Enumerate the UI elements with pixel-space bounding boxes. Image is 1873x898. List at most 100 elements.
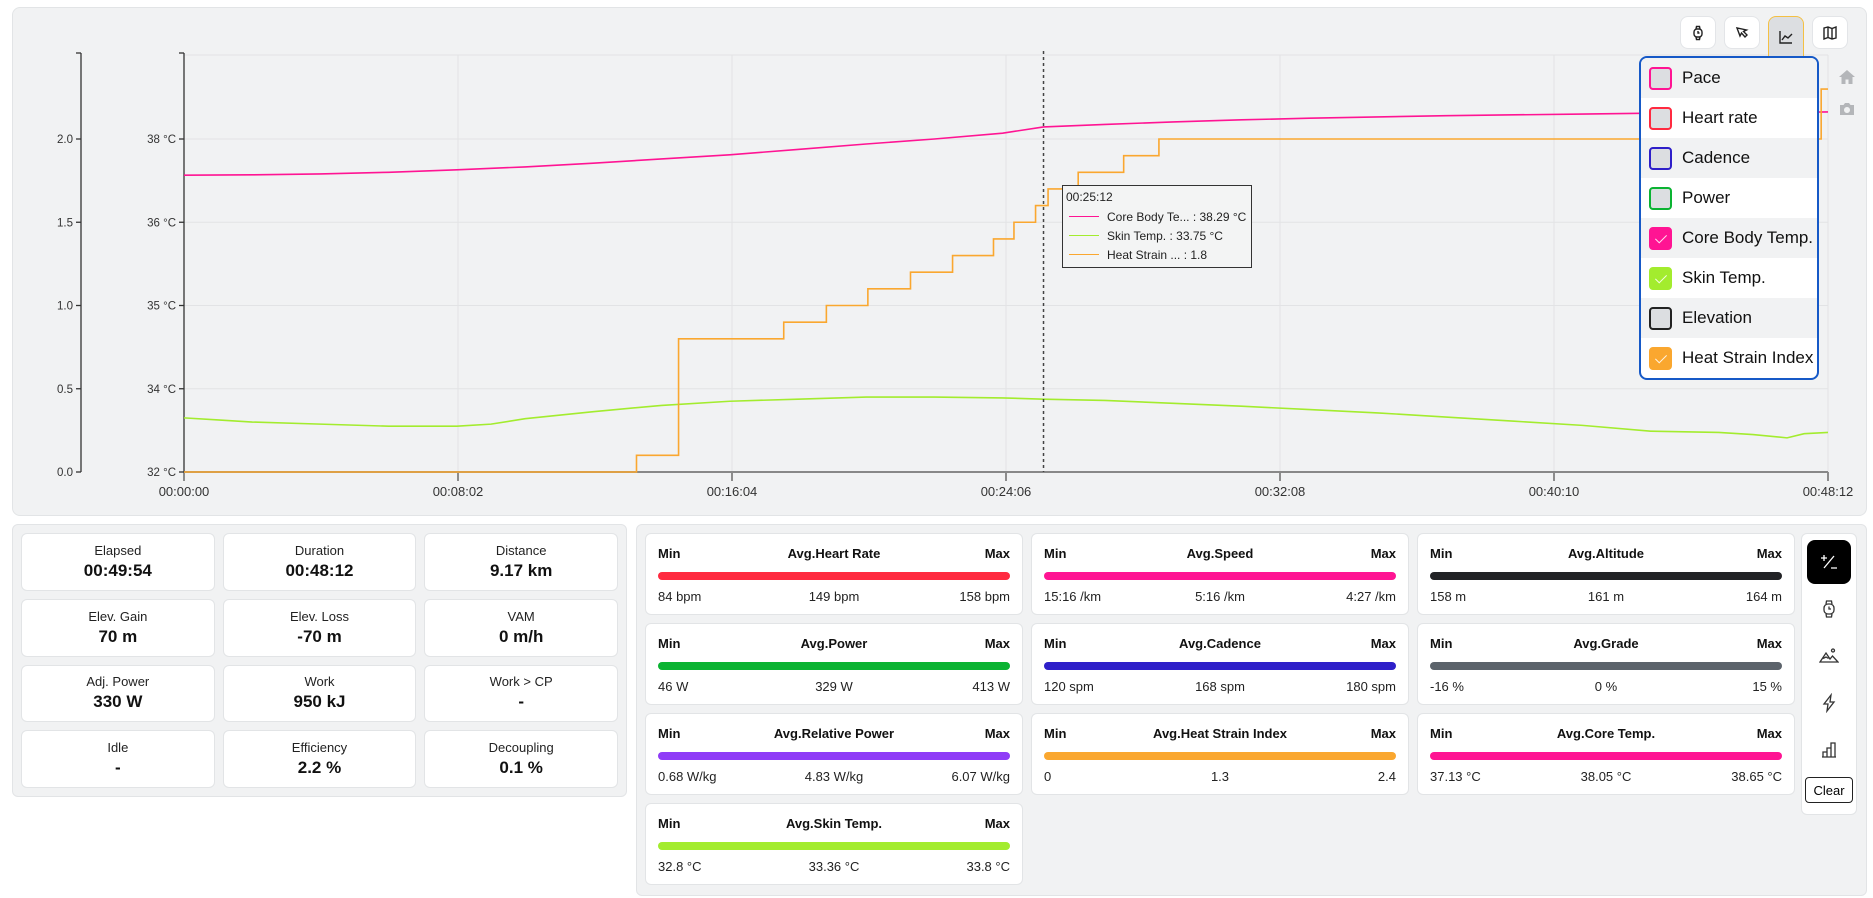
mountain-icon [1819, 648, 1839, 663]
stat-elev-loss: Elev. Loss -70 m [222, 598, 417, 657]
pace-checkbox[interactable] [1649, 66, 1672, 90]
min-value: 0 [1044, 769, 1052, 784]
min-label: Min [1044, 546, 1067, 561]
legend-item-elevation[interactable]: Elevation [1641, 298, 1817, 338]
heat-strain-index-checkbox[interactable] [1649, 346, 1672, 370]
watch-icon [1693, 25, 1703, 40]
range-bar [1430, 662, 1782, 670]
min-value: 158 m [1430, 589, 1467, 604]
stat-decoupling: Decoupling 0.1 % [424, 730, 618, 788]
bar-chart-icon [1822, 742, 1836, 758]
range-card-header: Min Avg.Heat Strain Index Max [1044, 726, 1396, 742]
range-card-cadence: Min Avg.Cadence Max 120 spm 168 spm 180 spm [1031, 623, 1409, 705]
map-view-button[interactable] [1812, 16, 1848, 49]
power-stats-button[interactable] [1807, 681, 1851, 725]
avg-title: Avg.Altitude [1567, 546, 1645, 561]
range-card-power: Min Avg.Power Max 46 W 329 W 413 W [645, 623, 1023, 705]
watch-view-button[interactable] [1680, 16, 1716, 49]
range-card-core-temp: Min Avg.Core Temp. Max 37.13 °C 38.05 °C 38.6… [1417, 713, 1795, 795]
zones-stats-button[interactable] [1807, 728, 1851, 772]
max-value: 180 spm [1346, 679, 1396, 694]
elevation-stats-button[interactable] [1807, 634, 1851, 678]
range-card-relative-power: Min Avg.Relative Power Max 0.68 W/kg 4.83 W/… [645, 713, 1023, 795]
range-card-values: 0.68 W/kg 4.83 W/kg 6.07 W/kg [658, 769, 1010, 784]
range-bar [658, 662, 1010, 670]
avg-value: 1.3 [1210, 769, 1230, 784]
power-checkbox[interactable] [1649, 186, 1672, 210]
chart-toolbar [1680, 16, 1848, 56]
max-value: 38.65 °C [1731, 769, 1782, 784]
range-card-header: Min Avg.Altitude Max [1430, 546, 1782, 562]
range-card-values: 37.13 °C 38.05 °C 38.65 °C [1430, 769, 1782, 784]
range-bar [1044, 752, 1396, 760]
range-card-heart-rate: Min Avg.Heart Rate Max 84 bpm 149 bpm 158 bpm [645, 533, 1023, 615]
min-value: 120 spm [1044, 679, 1094, 694]
temperature-tick-label: 36 °C [147, 217, 176, 229]
max-label: Max [1370, 636, 1396, 651]
home-icon[interactable] [1838, 68, 1856, 86]
avg-title: Avg.Heart Rate [787, 546, 881, 561]
x-tick-label: 00:32:08 [1255, 484, 1306, 499]
legend-item-pace[interactable]: Pace [1641, 58, 1817, 98]
min-label: Min [658, 726, 681, 741]
stat-idle: Idle - [21, 730, 215, 788]
x-tick-label: 00:00:00 [159, 484, 210, 499]
range-bar [1044, 662, 1396, 670]
min-label: Min [1044, 636, 1067, 651]
heart-rate-checkbox[interactable] [1649, 106, 1672, 130]
max-label: Max [984, 546, 1010, 561]
legend-item-skin-temp[interactable]: Skin Temp. [1641, 258, 1817, 298]
cadence-checkbox[interactable] [1649, 146, 1672, 170]
range-card-header: Min Avg.Grade Max [1430, 636, 1782, 652]
map-icon [1823, 25, 1837, 40]
legend-item-cadence[interactable]: Cadence [1641, 138, 1817, 178]
x-tick-label: 00:40:10 [1529, 484, 1580, 499]
range-bar [1430, 752, 1782, 760]
lightning-icon [1822, 693, 1836, 713]
heat-strain-tick-label: 1.0 [57, 301, 73, 313]
avg-value: 0 % [1594, 679, 1618, 694]
activity-chart[interactable]: 00:00:00 00:08:02 00:16:04 00:24:06 00:32:08… [13, 8, 1868, 517]
core-body-temp-checkbox[interactable] [1649, 226, 1672, 250]
min-label: Min [658, 546, 681, 561]
min-label: Min [1430, 726, 1453, 741]
range-card-values: 46 W 329 W 413 W [658, 679, 1010, 694]
avg-value: 4.83 W/kg [804, 769, 864, 784]
tooltip-row-skin-temp: Skin Temp. : 33.75 °C [1066, 226, 1248, 245]
range-bar [1044, 572, 1396, 580]
heat-strain-tick-label: 1.5 [57, 217, 73, 229]
clear-button[interactable]: Clear [1805, 777, 1853, 803]
chart-view-button[interactable] [1768, 16, 1804, 56]
core-temp-swatch [1069, 216, 1099, 217]
time-stats-button[interactable] [1807, 587, 1851, 631]
legend-item-heat-strain-index[interactable]: Heat Strain Index [1641, 338, 1817, 378]
max-value: 4:27 /km [1346, 589, 1396, 604]
range-stats-panel: Min Avg.Heart Rate Max 84 bpm 149 bpm 158 bpm… [636, 524, 1867, 896]
toggle-range-button[interactable] [1807, 540, 1851, 584]
avg-value: 168 spm [1195, 679, 1245, 694]
legend-item-core-body-temp[interactable]: Core Body Temp. [1641, 218, 1817, 258]
stat-distance: Distance 9.17 km [424, 533, 618, 591]
pointer-mode-button[interactable] [1724, 16, 1760, 49]
stat-efficiency: Efficiency 2.2 % [222, 730, 417, 788]
x-tick-label: 00:48:12 [1803, 484, 1854, 499]
series-heat-strain-index [184, 88, 1828, 473]
max-label: Max [984, 816, 1010, 831]
min-value: 32.8 °C [658, 859, 702, 874]
max-label: Max [984, 636, 1010, 651]
max-value: 413 W [972, 679, 1010, 694]
stats-side-toolbar: Clear [1801, 533, 1857, 815]
legend-item-heart-rate[interactable]: Heart rate [1641, 98, 1817, 138]
elevation-checkbox[interactable] [1649, 306, 1672, 330]
range-cards-grid: Min Avg.Heart Rate Max 84 bpm 149 bpm 158 bpm… [645, 533, 1809, 885]
heat-strain-swatch [1069, 254, 1099, 255]
range-card-skin-temp: Min Avg.Skin Temp. Max 32.8 °C 33.36 °C 33.8 … [645, 803, 1023, 885]
legend-item-power[interactable]: Power [1641, 178, 1817, 218]
avg-title: Avg.Grade [1573, 636, 1639, 651]
stat-elev-gain: Elev. Gain 70 m [21, 598, 215, 657]
skin-temp-checkbox[interactable] [1649, 266, 1672, 290]
watch-icon [1823, 600, 1835, 618]
stat-work: Work 950 kJ [222, 664, 417, 723]
camera-icon[interactable] [1838, 100, 1856, 118]
avg-title: Avg.Relative Power [773, 726, 895, 741]
